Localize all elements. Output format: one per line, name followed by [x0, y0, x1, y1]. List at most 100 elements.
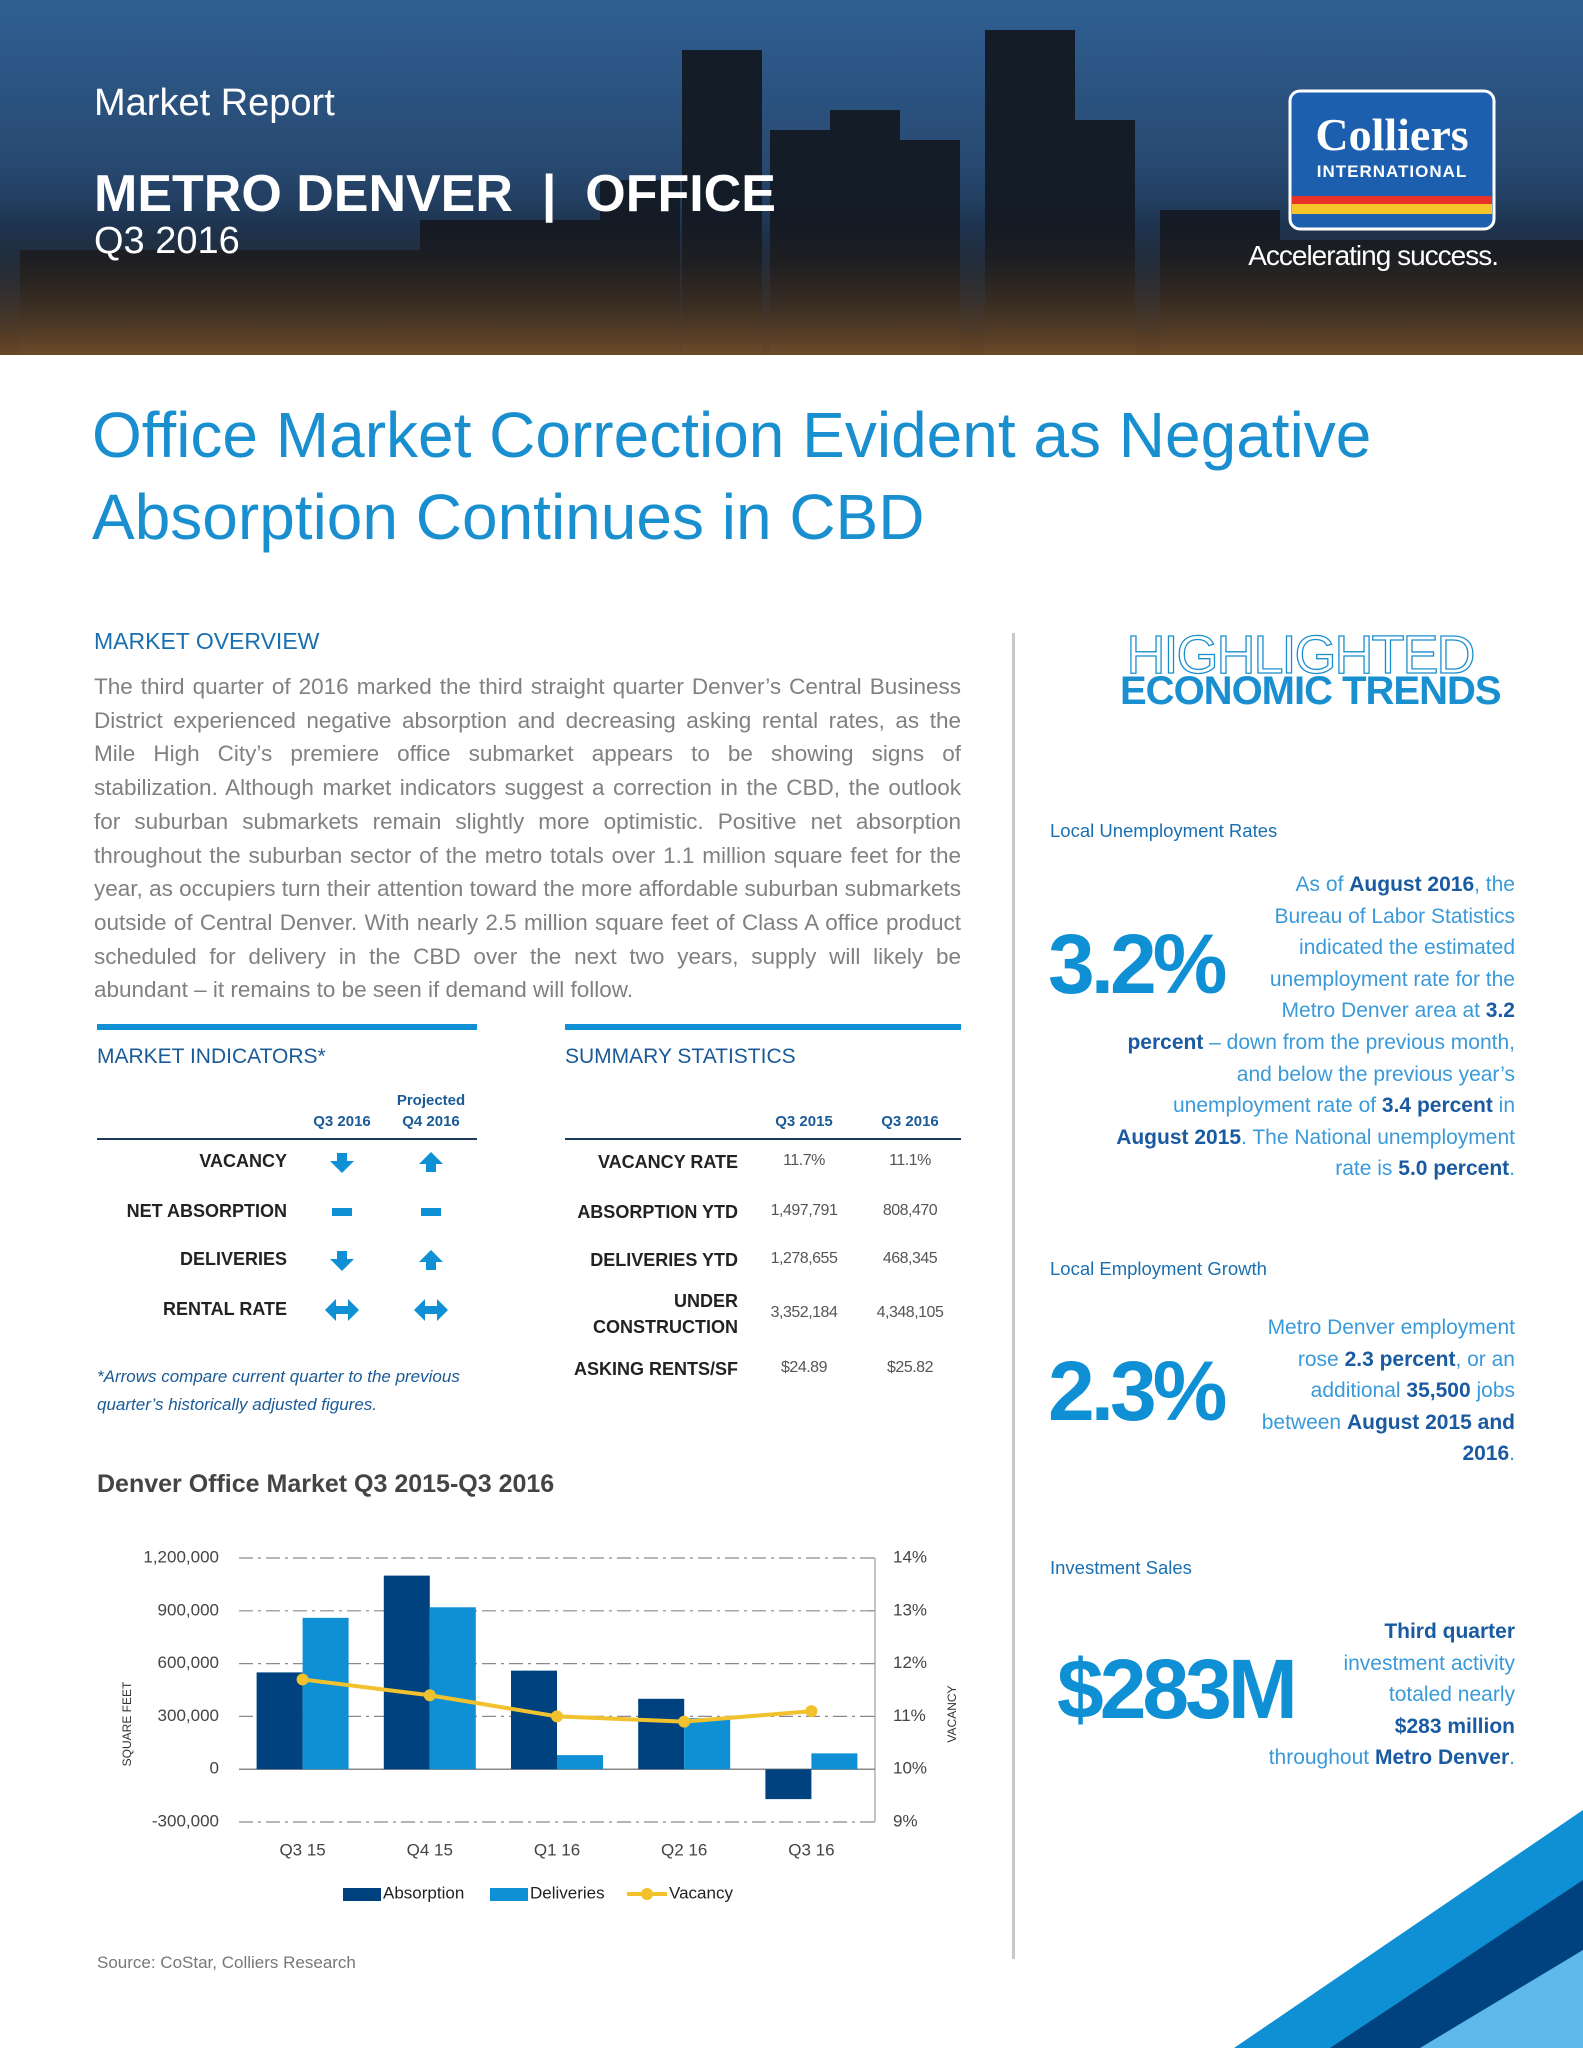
- cell: $25.82: [887, 1359, 933, 1376]
- text-run: investment activity totaled nearly: [1343, 1651, 1515, 1707]
- y2-tick-label: 10%: [893, 1759, 927, 1778]
- bold-run: Third quarter: [1384, 1620, 1515, 1643]
- bar: [684, 1718, 731, 1770]
- tagline: Accelerating success.: [1248, 240, 1499, 271]
- trend-text: As of August 2016, the Bureau of Labor S…: [1100, 869, 1515, 1185]
- text-run: .: [1509, 1157, 1515, 1181]
- trends-title: HIGHLIGHTED: [1126, 624, 1476, 685]
- table-rule: [97, 1138, 477, 1140]
- row-label: NET ABSORPTION: [126, 1201, 287, 1221]
- text-run: .: [1509, 1746, 1515, 1770]
- section-bar: [565, 1024, 961, 1030]
- report-title: METRO DENVER | OFFICE: [94, 165, 776, 223]
- overview-text: The third quarter of 2016 marked the thi…: [94, 674, 961, 1003]
- trend-stat: 3.2%: [1048, 917, 1227, 1011]
- logo-text: Colliers: [1315, 109, 1469, 160]
- row-label: DELIVERIES: [179, 1249, 287, 1269]
- logo-stripe: [1292, 196, 1492, 204]
- bar: [383, 1575, 430, 1770]
- section-heading: SUMMARY STATISTICS: [565, 1045, 796, 1068]
- text-run: . The National unemployment rate is: [1241, 1125, 1515, 1181]
- y-tick-label: 0: [210, 1759, 219, 1778]
- table-rule: [565, 1138, 961, 1140]
- arrow-both: [325, 1299, 359, 1321]
- cell: 468,345: [882, 1250, 938, 1267]
- bold-run: 35,500: [1406, 1379, 1471, 1403]
- legend-label: Absorption: [383, 1883, 464, 1902]
- y2-tick-label: 13%: [893, 1600, 927, 1619]
- trend-heading: Local Employment Growth: [1050, 1258, 1267, 1279]
- column-header: Q3 2015: [775, 1113, 833, 1130]
- column-header: Q3 2016: [313, 1113, 371, 1130]
- footnote: *Arrows compare current quarter to the p…: [97, 1367, 460, 1414]
- bar: [511, 1670, 557, 1770]
- source: Source: CoStar, Colliers Research: [97, 1953, 356, 1972]
- report-label: Market Report: [94, 82, 335, 124]
- column-header: Projected Q4 2016: [396, 1092, 466, 1130]
- bar: [429, 1607, 476, 1770]
- arrow-up: [419, 1152, 443, 1172]
- corner-decor: [1234, 1810, 1583, 2048]
- column-header: Q3 2016: [881, 1113, 939, 1130]
- text-run: Metro Denver employment rose: [1267, 1316, 1515, 1371]
- trend-heading: Local Unemployment Rates: [1050, 820, 1278, 841]
- logo-box: [1288, 89, 1496, 231]
- headline: Office Market Correction Evident as Nega…: [92, 399, 1372, 471]
- point: [296, 1673, 309, 1686]
- trends-title: ECONOMIC TRENDS: [1120, 669, 1502, 713]
- bold-run: 2.3 percent: [1344, 1347, 1456, 1371]
- legend-swatch: [641, 1888, 653, 1900]
- row-label: ASKING RENTS/SF: [573, 1359, 738, 1379]
- y-tick-label: -300,000: [152, 1811, 219, 1830]
- trend-text: Metro Denver employment rose 2.3 percent…: [1100, 1312, 1515, 1470]
- indicator-icons: [325, 1152, 448, 1321]
- cell: 808,470: [882, 1202, 938, 1219]
- arrow-up: [419, 1250, 443, 1270]
- y-tick-label: 600,000: [158, 1653, 219, 1672]
- cell: 1,497,791: [770, 1202, 838, 1219]
- x-tick-label: Q3 16: [788, 1840, 834, 1859]
- row-label: RENTAL RATE: [163, 1299, 287, 1319]
- text-run: in: [1492, 1094, 1515, 1118]
- row-label: VACANCY: [199, 1151, 287, 1171]
- text-run: – down from the previous month, and belo…: [1172, 1030, 1515, 1118]
- y2-tick-label: 11%: [893, 1706, 926, 1725]
- bar: [557, 1755, 603, 1770]
- trend-text: Third quarter investment activity totale…: [1100, 1616, 1515, 1774]
- bold-run: 3.4 percent: [1381, 1094, 1493, 1118]
- y2-tick-label: 9%: [893, 1811, 918, 1830]
- point: [678, 1715, 691, 1728]
- dash: [421, 1208, 441, 1216]
- x-tick-label: Q4 15: [407, 1840, 453, 1859]
- trend-heading: Investment Sales: [1050, 1557, 1192, 1578]
- logo-sub: INTERNATIONAL: [1316, 162, 1468, 181]
- dash: [332, 1208, 352, 1216]
- bold-run: 5.0 percent: [1398, 1157, 1510, 1181]
- text-run: , or an additional: [1310, 1347, 1515, 1403]
- y-axis-label: SQUARE FEET: [120, 1681, 134, 1766]
- bold-run: $283 million: [1394, 1714, 1515, 1738]
- y-tick-label: 300,000: [158, 1706, 219, 1725]
- divider: [1012, 633, 1015, 1959]
- row-label: ABSORPTION YTD: [577, 1202, 738, 1222]
- cell: 11.7%: [783, 1152, 825, 1169]
- bold-run: August 2015: [1116, 1125, 1242, 1149]
- cell: 3,352,184: [770, 1304, 838, 1321]
- arrow-down: [330, 1251, 354, 1271]
- bar: [256, 1672, 303, 1770]
- chart-title: Denver Office Market Q3 2015-Q3 2016: [97, 1470, 555, 1498]
- cell: 11.1%: [889, 1152, 931, 1169]
- y2-axis-label: VACANCY: [945, 1685, 959, 1742]
- x-tick-label: Q1 16: [534, 1840, 580, 1859]
- section-heading: MARKET OVERVIEW: [94, 628, 320, 654]
- legend-label: Vacancy: [669, 1883, 733, 1902]
- y2-tick-label: 14%: [893, 1547, 927, 1566]
- row-label: DELIVERIES YTD: [590, 1250, 738, 1270]
- arrow-down: [330, 1153, 354, 1173]
- section-bar: [97, 1024, 477, 1030]
- cell: 1,278,655: [770, 1250, 838, 1267]
- headline: Absorption Continues in CBD: [92, 481, 925, 553]
- bar: [638, 1698, 685, 1770]
